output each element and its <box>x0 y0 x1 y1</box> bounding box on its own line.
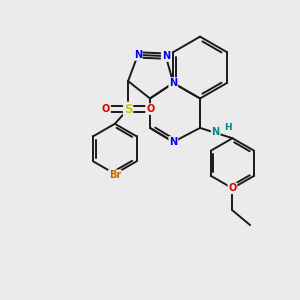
Text: N: N <box>134 50 142 60</box>
Text: Br: Br <box>109 170 121 180</box>
Text: N: N <box>169 78 177 88</box>
Text: O: O <box>102 104 110 114</box>
Text: N: N <box>169 137 177 147</box>
Text: H: H <box>224 123 231 132</box>
Text: O: O <box>228 183 237 193</box>
Text: S: S <box>124 103 132 116</box>
Text: N: N <box>212 127 220 136</box>
Text: N: N <box>162 51 170 61</box>
Text: O: O <box>146 104 154 114</box>
